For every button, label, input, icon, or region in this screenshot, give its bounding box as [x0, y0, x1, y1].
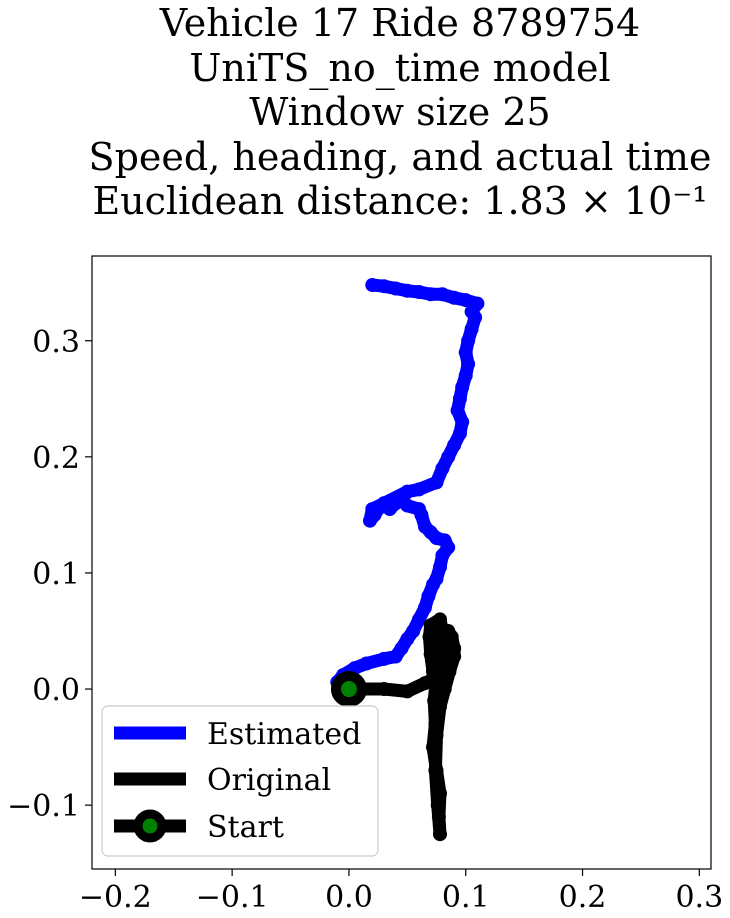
- series-point-estimated-58: [412, 285, 426, 299]
- series-point-estimated-15: [433, 560, 447, 575]
- series-point-estimated-5: [377, 651, 391, 666]
- series-point-estimated-38: [435, 461, 450, 476]
- series-point-estimated-9: [406, 624, 421, 638]
- series-point-estimated-32: [363, 513, 377, 528]
- series-point-estimated-12: [421, 589, 436, 604]
- series-point-estimated-10: [412, 612, 426, 627]
- plot-frame: [91, 255, 712, 870]
- series-point-estimated-61: [377, 279, 391, 294]
- series-point-estimated-50: [464, 322, 479, 337]
- legend-label-estimated: Estimated: [207, 717, 361, 752]
- y-tick-label-1: 0.0: [32, 673, 80, 708]
- series-point-estimated-49: [461, 333, 476, 348]
- series-point-original-33: [442, 664, 457, 679]
- series-point-original-19: [433, 647, 447, 662]
- series-point-original-22: [428, 716, 443, 731]
- series-point-estimated-14: [429, 571, 444, 586]
- title-line-3: Window size 25: [249, 90, 550, 134]
- legend-box: [101, 705, 379, 857]
- x-tick-label-3: 0.1: [442, 880, 490, 915]
- series-point-estimated-43: [450, 403, 465, 418]
- series-point-original-28: [430, 798, 445, 813]
- series-point-estimated-48: [458, 345, 473, 360]
- series-point-estimated-36: [412, 482, 426, 497]
- series-point-estimated-56: [435, 287, 450, 302]
- series-point-original-31: [433, 699, 447, 714]
- series-point-original-15: [422, 629, 437, 644]
- series-point-estimated-37: [429, 475, 444, 490]
- series-point-estimated-41: [452, 426, 467, 441]
- series-point-original-1: [377, 682, 391, 696]
- title-line-5: Euclidean distance: 1.83 × 10⁻¹: [92, 179, 707, 223]
- series-point-original-27: [433, 827, 447, 842]
- series-point-estimated-44: [452, 391, 467, 406]
- series-point-original-35: [447, 641, 462, 656]
- y-axis: −0.1 0.0 0.1 0.2 0.3: [7, 325, 92, 824]
- series-point-estimated-34: [377, 496, 391, 511]
- series-point-estimated-39: [441, 449, 456, 464]
- series-point-estimated-57: [423, 287, 438, 302]
- series-point-estimated-33: [365, 502, 380, 517]
- legend-swatch-start-marker: [133, 809, 167, 843]
- x-tick-label-1: −0.1: [196, 880, 269, 915]
- x-tick-label-5: 0.3: [675, 880, 723, 915]
- title-line-2: UniTS_no_time model: [189, 46, 610, 91]
- series-point-estimated-53: [470, 296, 485, 311]
- y-tick-label-0: −0.1: [7, 789, 80, 824]
- series-point-estimated-11: [417, 600, 432, 615]
- series-point-estimated-23: [412, 502, 426, 517]
- series-point-estimated-4: [359, 656, 374, 671]
- series-point-estimated-45: [455, 380, 470, 395]
- start-marker: [330, 671, 367, 708]
- series-point-original-26: [431, 809, 446, 824]
- x-tick-label-0: −0.2: [79, 880, 152, 915]
- x-tick-label-4: 0.2: [559, 880, 607, 915]
- title-line-1: Vehicle 17 Ride 8789754: [159, 1, 640, 45]
- series-point-estimated-21: [417, 519, 432, 534]
- series-point-estimated-62: [365, 278, 380, 292]
- series-point-original-30: [429, 728, 444, 743]
- series-point-original-18: [435, 624, 450, 638]
- series-point-original-29: [428, 763, 443, 778]
- series-point-estimated-40: [447, 438, 462, 453]
- series-layer: [330, 278, 485, 842]
- title-line-4: Speed, heading, and actual time: [89, 135, 712, 179]
- series-point-estimated-46: [458, 368, 473, 383]
- series-point-original-25: [433, 786, 447, 801]
- series-point-original-3: [417, 676, 432, 691]
- series-point-original-32: [437, 682, 452, 696]
- y-tick-label-3: 0.2: [32, 441, 80, 476]
- series-point-original-23: [426, 740, 440, 755]
- series-point-original-2: [400, 684, 415, 699]
- series-point-estimated-47: [461, 357, 476, 371]
- x-tick-label-2: 0.0: [325, 880, 373, 915]
- legend-label-start: Start: [207, 810, 284, 845]
- series-point-estimated-42: [455, 415, 470, 429]
- series-point-estimated-59: [400, 283, 415, 298]
- y-tick-label-4: 0.3: [32, 325, 80, 360]
- series-point-original-20: [429, 670, 444, 685]
- series-point-estimated-60: [388, 281, 403, 296]
- series-point-estimated-35: [400, 484, 415, 499]
- series-point-original-17: [433, 612, 447, 627]
- series-point-estimated-55: [447, 290, 462, 305]
- legend: Estimated Original Start: [101, 705, 379, 857]
- series-point-estimated-54: [458, 293, 473, 308]
- x-axis: −0.2 −0.1 0.0 0.1 0.2 0.3: [79, 869, 723, 915]
- y-tick-label-2: 0.1: [32, 557, 80, 592]
- chart-title: Vehicle 17 Ride 8789754 UniTS_no_time mo…: [89, 1, 712, 223]
- legend-label-original: Original: [207, 763, 331, 798]
